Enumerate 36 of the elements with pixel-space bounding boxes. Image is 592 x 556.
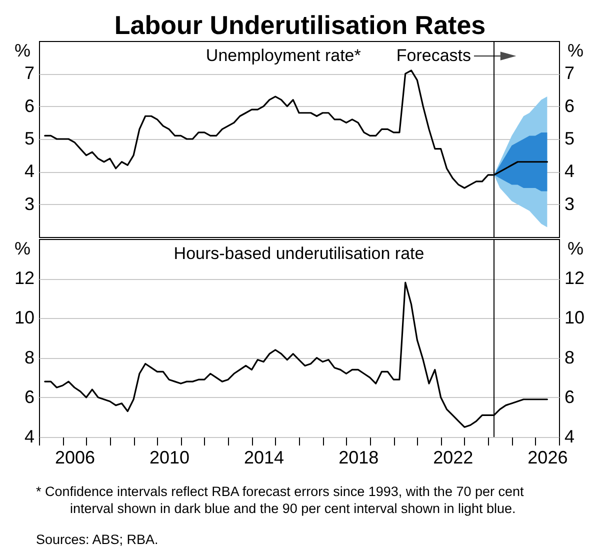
y-tick-label: 7 bbox=[24, 63, 34, 84]
y2-tick-label: 6 bbox=[564, 386, 575, 407]
y-tick-label: 4 bbox=[24, 426, 34, 446]
y-tick-label: 3 bbox=[24, 194, 34, 214]
y2-tick-label: 3 bbox=[564, 194, 575, 214]
y-tick-label: 6 bbox=[24, 386, 34, 407]
y2-tick-label: 8 bbox=[564, 347, 575, 368]
y2-axis-title: % bbox=[567, 40, 584, 60]
y2-tick-label: 7 bbox=[564, 63, 575, 84]
y2-tick-label: 12 bbox=[564, 268, 585, 288]
y-tick-label: 5 bbox=[24, 128, 34, 148]
y2-tick-label: 6 bbox=[564, 96, 575, 116]
x-tick-label: 2010 bbox=[149, 448, 190, 468]
y2-tick-label: 10 bbox=[564, 308, 585, 328]
source-note: Sources: ABS; RBA. bbox=[36, 531, 160, 548]
chart-title: Labour Underutilisation Rates bbox=[113, 10, 487, 40]
y2-tick-label: 5 bbox=[564, 128, 575, 148]
y-tick-label: 6 bbox=[24, 96, 34, 116]
y-axis-title: % bbox=[14, 238, 31, 258]
x-tick-label: 2014 bbox=[244, 448, 284, 468]
y2-tick-label: 4 bbox=[564, 161, 575, 182]
y2-tick-label: 4 bbox=[564, 426, 575, 446]
chart-subtitle: Unemployment rate* bbox=[206, 46, 362, 65]
x-tick-label: 2026 bbox=[528, 448, 568, 468]
text: * Confidence intervals reflect RBA forecast errors since 1993, with the 70 per cent interval shown in dark blue and the 90 per cent interval shown in light blue. bbox=[36, 483, 525, 517]
x-tick-label: 2006 bbox=[54, 448, 95, 468]
x-tick-label: 2022 bbox=[433, 448, 474, 468]
y-tick-label: 12 bbox=[14, 268, 34, 288]
y-tick-label: 4 bbox=[24, 161, 34, 182]
ref-line-label: Forecasts bbox=[396, 46, 471, 65]
chart-title: Hours-based underutilisation rate bbox=[174, 244, 424, 263]
y-tick-label: 8 bbox=[24, 347, 34, 368]
x-tick-label: 2018 bbox=[338, 448, 379, 468]
y-tick-label: 10 bbox=[14, 308, 34, 328]
y2-axis-title: % bbox=[567, 238, 584, 258]
y-axis-title: % bbox=[14, 40, 31, 60]
